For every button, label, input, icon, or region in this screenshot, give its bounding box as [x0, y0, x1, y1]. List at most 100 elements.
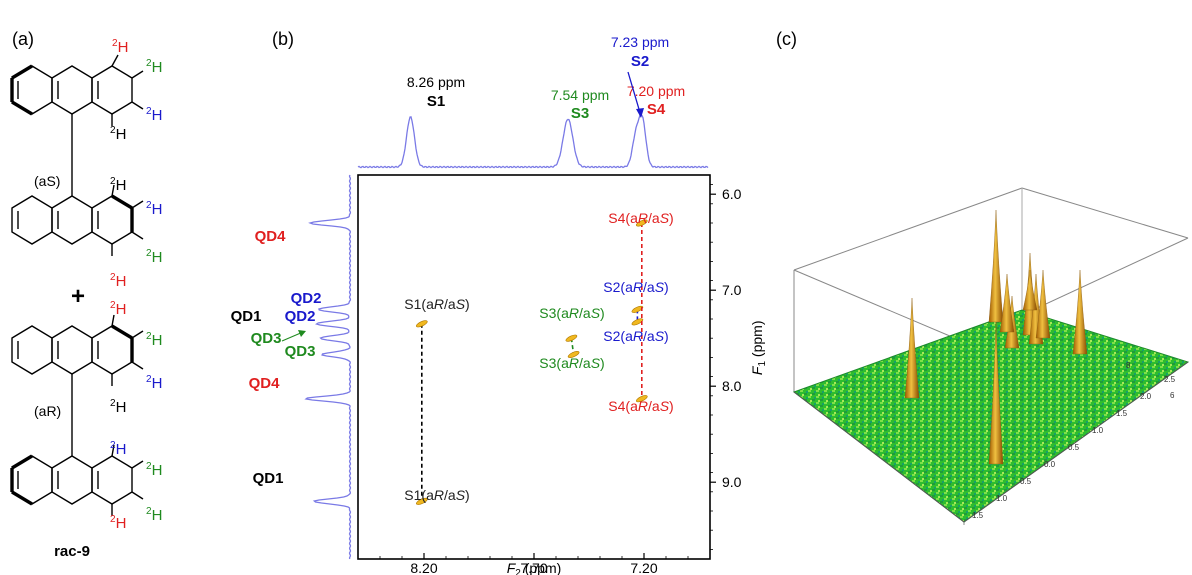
deuterium-label: 2H [146, 248, 162, 266]
plus-sign: + [71, 283, 85, 310]
y-tick-label: 6.0 [722, 186, 742, 202]
surface-tick-front: 1.5 [1116, 409, 1128, 418]
cross-peak-label: S3(aR/aS) [539, 355, 604, 371]
cross-peak-label: S3(aR/aS) [539, 305, 604, 321]
axes: 8.20 7.70 7.20 6.0 7.0 8.0 9.0 F2 (ppm) F1 (ppm) [379, 184, 768, 575]
f2-trace-line [357, 113, 709, 169]
x-tick-label: 8.20 [410, 560, 437, 575]
y-tick-label: 8.0 [722, 378, 742, 394]
f1-peak-label: QD4 [255, 228, 287, 245]
deuterium-label: 2H [112, 38, 128, 56]
f2-projection [357, 113, 709, 169]
surface-ticks: 8 6 1.5 1.0 0.5 0.0 0.5 1.0 1.5 2.0 2.5 [972, 361, 1176, 520]
y-axis-title: F1 (ppm) [749, 321, 768, 376]
f2-peak-name: S3 [571, 105, 589, 122]
chemical-structure [10, 54, 144, 516]
cross-peak-s4 [635, 395, 648, 403]
panel-label-c: (c) [776, 29, 797, 49]
panel-label-b: (b) [272, 29, 294, 49]
deuterium-label: 2H [146, 106, 162, 124]
box-edge-back-left [793, 187, 1023, 271]
surface-tick-front: 0.5 [1020, 477, 1032, 486]
structure-labels: 2H 2H 2H 2H 2H 2H 2H 2H 2H 2H 2H 2H 2H 2H 2H 2H (aS) (aR)… [34, 38, 162, 560]
cross-peak-label: S2(aR/aS) [603, 279, 668, 295]
cross-peak-s3 [567, 350, 580, 359]
surface-tick-front: 1.5 [972, 511, 984, 520]
box-edge-bottom-left [793, 391, 965, 523]
surface-tick-right: 8 [1126, 361, 1131, 370]
surface-peak [988, 209, 1004, 323]
f2-peak-ppm: 8.26 ppm [407, 74, 465, 90]
s2-arrow-head [636, 108, 644, 118]
surface-tick-front: 0.5 [1068, 443, 1080, 452]
f1-peak-label: QD1 [253, 470, 284, 487]
deuterium-label: 2H [146, 58, 162, 76]
f2-peak-name: S1 [427, 93, 445, 110]
f1-trace-line [304, 174, 352, 560]
cross-peak-label: S2(aR/aS) [603, 328, 668, 344]
f2-peak-labels: 8.26 ppm S1 7.54 ppm S3 7.23 ppm S2 7.20 ppm S4 [407, 34, 685, 122]
cross-peak-s1 [415, 320, 428, 328]
cross-peak-s4 [635, 219, 648, 227]
box-edge-front-top-left [793, 269, 965, 343]
deuterium-label: 2H [110, 514, 126, 532]
surface-peak [1035, 269, 1051, 339]
deuterium-label: 2H [110, 125, 126, 143]
cross-peak-label: S4(aR/aS) [608, 210, 673, 226]
surface-peak [988, 321, 1004, 465]
qd3-arrow-head [298, 330, 306, 337]
deuterium-label: 2H [146, 461, 162, 479]
f1-peak-label: QD2 [285, 308, 316, 325]
y-tick-label: 9.0 [722, 474, 742, 490]
f2-peak-ppm: 7.23 ppm [611, 34, 669, 50]
cross-peak-s3 [565, 334, 578, 342]
box-edge-back-right [1021, 187, 1189, 239]
f1-peak-label: QD4 [249, 375, 281, 392]
deuterium-label: 2H [110, 440, 126, 458]
f1-peak-label: QD2 [291, 290, 322, 307]
surface-tick-front: 1.0 [1092, 426, 1104, 435]
surface-peak [1072, 269, 1088, 355]
cross-peak-label: S4(aR/aS) [608, 398, 673, 414]
connector-s3 [570, 338, 575, 355]
cross-peak-label: S1(aR/aS) [404, 487, 469, 503]
surface-peak [904, 297, 920, 399]
noise-floor [792, 309, 1190, 523]
deuterium-label: 2H [110, 272, 126, 290]
box-edge-bottom-right [963, 361, 1189, 523]
deuterium-label: 2H [146, 200, 162, 218]
f1-peak-label: QD1 [231, 308, 262, 325]
cross-peak-s1 [415, 497, 428, 505]
surface-tick-front: 2.0 [1140, 392, 1152, 401]
cross-peak-s2 [631, 318, 644, 326]
f2-peak-name: S2 [631, 53, 649, 70]
deuterium-label: 2H [110, 300, 126, 318]
surface-tick-front: 0.0 [1044, 460, 1056, 469]
f1-projection [304, 174, 352, 560]
x-tick-label: 7.70 [520, 560, 547, 575]
surface-tick-right: 6 [1170, 391, 1175, 400]
cross-peak-s2 [631, 305, 644, 313]
axial-label-top: (aS) [34, 173, 60, 189]
surface-tick-front: 2.5 [1164, 375, 1176, 384]
x-tick-label: 7.20 [630, 560, 657, 575]
surface-tick-front: 1.0 [996, 494, 1008, 503]
y-tick-label: 7.0 [722, 282, 742, 298]
panel-label-a: (a) [12, 29, 34, 49]
f2-peak-name: S4 [647, 101, 666, 118]
deuterium-label: 2H [110, 176, 126, 194]
x-axis-title: F2 (ppm) [507, 560, 562, 575]
deuterium-label: 2H [110, 398, 126, 416]
deuterium-label: 2H [146, 374, 162, 392]
surface-peak [1022, 269, 1038, 311]
axial-label-bottom: (aR) [34, 403, 61, 419]
f2-peak-ppm: 7.20 ppm [627, 83, 685, 99]
plot-marks: S1(aR/aS) S1(aR/aS) S3(aR/aS) S3(aR/aS) S2(a… [404, 210, 674, 505]
f2-peak-ppm: 7.54 ppm [551, 87, 609, 103]
surface-peaks [904, 209, 1088, 465]
f1-peak-label: QD3 [251, 330, 282, 347]
surface-peak [999, 273, 1015, 333]
deuterium-label: 2H [146, 331, 162, 349]
